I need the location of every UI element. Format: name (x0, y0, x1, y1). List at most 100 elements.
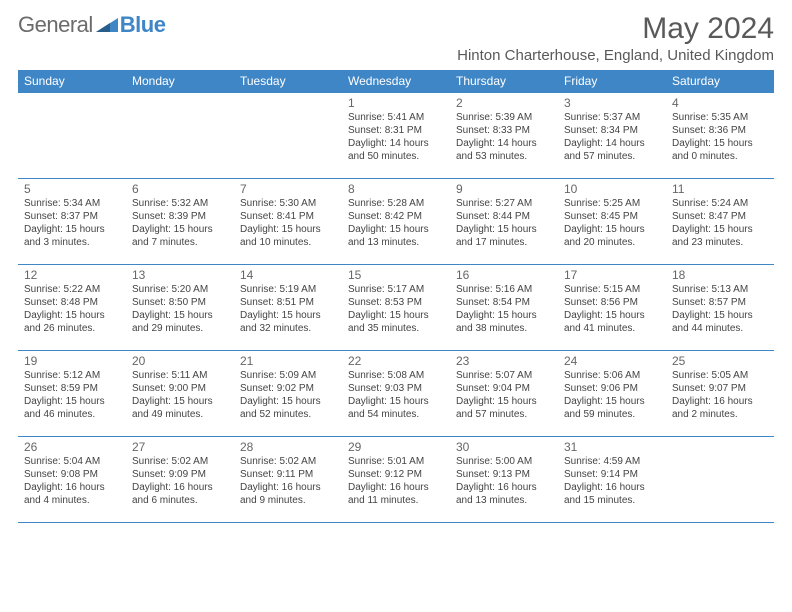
day-info: Sunrise: 5:32 AMSunset: 8:39 PMDaylight:… (132, 197, 228, 249)
day-number: 6 (132, 182, 228, 196)
day-info: Sunrise: 5:00 AMSunset: 9:13 PMDaylight:… (456, 455, 552, 507)
calendar-cell: 20Sunrise: 5:11 AMSunset: 9:00 PMDayligh… (126, 351, 234, 437)
day-number: 7 (240, 182, 336, 196)
day-info: Sunrise: 5:35 AMSunset: 8:36 PMDaylight:… (672, 111, 768, 163)
day-number: 17 (564, 268, 660, 282)
day-number: 11 (672, 182, 768, 196)
day-info: Sunrise: 5:04 AMSunset: 9:08 PMDaylight:… (24, 455, 120, 507)
day-info: Sunrise: 5:07 AMSunset: 9:04 PMDaylight:… (456, 369, 552, 421)
day-number: 19 (24, 354, 120, 368)
calendar-cell: 1Sunrise: 5:41 AMSunset: 8:31 PMDaylight… (342, 93, 450, 179)
day-info: Sunrise: 5:37 AMSunset: 8:34 PMDaylight:… (564, 111, 660, 163)
day-number: 25 (672, 354, 768, 368)
calendar-cell: 8Sunrise: 5:28 AMSunset: 8:42 PMDaylight… (342, 179, 450, 265)
day-number: 22 (348, 354, 444, 368)
day-number: 21 (240, 354, 336, 368)
day-number: 4 (672, 96, 768, 110)
calendar-cell: 12Sunrise: 5:22 AMSunset: 8:48 PMDayligh… (18, 265, 126, 351)
day-header: Saturday (666, 70, 774, 93)
location: Hinton Charterhouse, England, United Kin… (457, 47, 774, 64)
day-info: Sunrise: 5:13 AMSunset: 8:57 PMDaylight:… (672, 283, 768, 335)
day-info: Sunrise: 5:24 AMSunset: 8:47 PMDaylight:… (672, 197, 768, 249)
day-header: Tuesday (234, 70, 342, 93)
calendar-cell: 14Sunrise: 5:19 AMSunset: 8:51 PMDayligh… (234, 265, 342, 351)
calendar-cell: 9Sunrise: 5:27 AMSunset: 8:44 PMDaylight… (450, 179, 558, 265)
day-header-row: Sunday Monday Tuesday Wednesday Thursday… (18, 70, 774, 93)
calendar-table: Sunday Monday Tuesday Wednesday Thursday… (18, 70, 774, 523)
day-number: 23 (456, 354, 552, 368)
calendar-cell: 3Sunrise: 5:37 AMSunset: 8:34 PMDaylight… (558, 93, 666, 179)
day-info: Sunrise: 5:16 AMSunset: 8:54 PMDaylight:… (456, 283, 552, 335)
day-number: 18 (672, 268, 768, 282)
day-info: Sunrise: 5:27 AMSunset: 8:44 PMDaylight:… (456, 197, 552, 249)
calendar-cell: 24Sunrise: 5:06 AMSunset: 9:06 PMDayligh… (558, 351, 666, 437)
calendar-cell: 18Sunrise: 5:13 AMSunset: 8:57 PMDayligh… (666, 265, 774, 351)
calendar-cell: 17Sunrise: 5:15 AMSunset: 8:56 PMDayligh… (558, 265, 666, 351)
day-number: 3 (564, 96, 660, 110)
calendar-row: 26Sunrise: 5:04 AMSunset: 9:08 PMDayligh… (18, 437, 774, 523)
day-header: Thursday (450, 70, 558, 93)
calendar-cell: 7Sunrise: 5:30 AMSunset: 8:41 PMDaylight… (234, 179, 342, 265)
day-number: 26 (24, 440, 120, 454)
day-info: Sunrise: 5:15 AMSunset: 8:56 PMDaylight:… (564, 283, 660, 335)
day-info: Sunrise: 5:19 AMSunset: 8:51 PMDaylight:… (240, 283, 336, 335)
day-number: 12 (24, 268, 120, 282)
day-info: Sunrise: 5:22 AMSunset: 8:48 PMDaylight:… (24, 283, 120, 335)
day-number: 13 (132, 268, 228, 282)
day-info: Sunrise: 5:34 AMSunset: 8:37 PMDaylight:… (24, 197, 120, 249)
day-number: 14 (240, 268, 336, 282)
day-number: 31 (564, 440, 660, 454)
day-number: 8 (348, 182, 444, 196)
day-info: Sunrise: 4:59 AMSunset: 9:14 PMDaylight:… (564, 455, 660, 507)
day-header: Monday (126, 70, 234, 93)
day-header: Friday (558, 70, 666, 93)
calendar-cell: 13Sunrise: 5:20 AMSunset: 8:50 PMDayligh… (126, 265, 234, 351)
calendar-cell: 21Sunrise: 5:09 AMSunset: 9:02 PMDayligh… (234, 351, 342, 437)
calendar-cell: 22Sunrise: 5:08 AMSunset: 9:03 PMDayligh… (342, 351, 450, 437)
calendar-cell (234, 93, 342, 179)
day-info: Sunrise: 5:02 AMSunset: 9:11 PMDaylight:… (240, 455, 336, 507)
day-info: Sunrise: 5:25 AMSunset: 8:45 PMDaylight:… (564, 197, 660, 249)
day-info: Sunrise: 5:30 AMSunset: 8:41 PMDaylight:… (240, 197, 336, 249)
day-info: Sunrise: 5:20 AMSunset: 8:50 PMDaylight:… (132, 283, 228, 335)
day-info: Sunrise: 5:39 AMSunset: 8:33 PMDaylight:… (456, 111, 552, 163)
day-number: 27 (132, 440, 228, 454)
day-info: Sunrise: 5:11 AMSunset: 9:00 PMDaylight:… (132, 369, 228, 421)
day-info: Sunrise: 5:08 AMSunset: 9:03 PMDaylight:… (348, 369, 444, 421)
day-info: Sunrise: 5:12 AMSunset: 8:59 PMDaylight:… (24, 369, 120, 421)
day-number: 2 (456, 96, 552, 110)
calendar-row: 19Sunrise: 5:12 AMSunset: 8:59 PMDayligh… (18, 351, 774, 437)
calendar-cell: 16Sunrise: 5:16 AMSunset: 8:54 PMDayligh… (450, 265, 558, 351)
day-number: 15 (348, 268, 444, 282)
calendar-cell: 10Sunrise: 5:25 AMSunset: 8:45 PMDayligh… (558, 179, 666, 265)
calendar-cell: 31Sunrise: 4:59 AMSunset: 9:14 PMDayligh… (558, 437, 666, 523)
calendar-row: 5Sunrise: 5:34 AMSunset: 8:37 PMDaylight… (18, 179, 774, 265)
day-number: 16 (456, 268, 552, 282)
calendar-row: 1Sunrise: 5:41 AMSunset: 8:31 PMDaylight… (18, 93, 774, 179)
day-number: 30 (456, 440, 552, 454)
calendar-cell: 4Sunrise: 5:35 AMSunset: 8:36 PMDaylight… (666, 93, 774, 179)
day-number: 10 (564, 182, 660, 196)
day-number: 1 (348, 96, 444, 110)
calendar-cell: 29Sunrise: 5:01 AMSunset: 9:12 PMDayligh… (342, 437, 450, 523)
calendar-cell: 27Sunrise: 5:02 AMSunset: 9:09 PMDayligh… (126, 437, 234, 523)
day-header: Sunday (18, 70, 126, 93)
logo-triangle-icon (96, 14, 118, 32)
calendar-row: 12Sunrise: 5:22 AMSunset: 8:48 PMDayligh… (18, 265, 774, 351)
calendar-cell: 23Sunrise: 5:07 AMSunset: 9:04 PMDayligh… (450, 351, 558, 437)
logo: General Blue (18, 12, 165, 38)
calendar-cell: 2Sunrise: 5:39 AMSunset: 8:33 PMDaylight… (450, 93, 558, 179)
day-info: Sunrise: 5:28 AMSunset: 8:42 PMDaylight:… (348, 197, 444, 249)
day-info: Sunrise: 5:02 AMSunset: 9:09 PMDaylight:… (132, 455, 228, 507)
day-info: Sunrise: 5:06 AMSunset: 9:06 PMDaylight:… (564, 369, 660, 421)
logo-text-blue: Blue (120, 12, 166, 38)
day-info: Sunrise: 5:17 AMSunset: 8:53 PMDaylight:… (348, 283, 444, 335)
calendar-cell (126, 93, 234, 179)
calendar-cell: 15Sunrise: 5:17 AMSunset: 8:53 PMDayligh… (342, 265, 450, 351)
day-number: 28 (240, 440, 336, 454)
month-title: May 2024 (457, 12, 774, 46)
day-info: Sunrise: 5:05 AMSunset: 9:07 PMDaylight:… (672, 369, 768, 421)
calendar-cell: 11Sunrise: 5:24 AMSunset: 8:47 PMDayligh… (666, 179, 774, 265)
day-number: 29 (348, 440, 444, 454)
calendar-cell: 26Sunrise: 5:04 AMSunset: 9:08 PMDayligh… (18, 437, 126, 523)
